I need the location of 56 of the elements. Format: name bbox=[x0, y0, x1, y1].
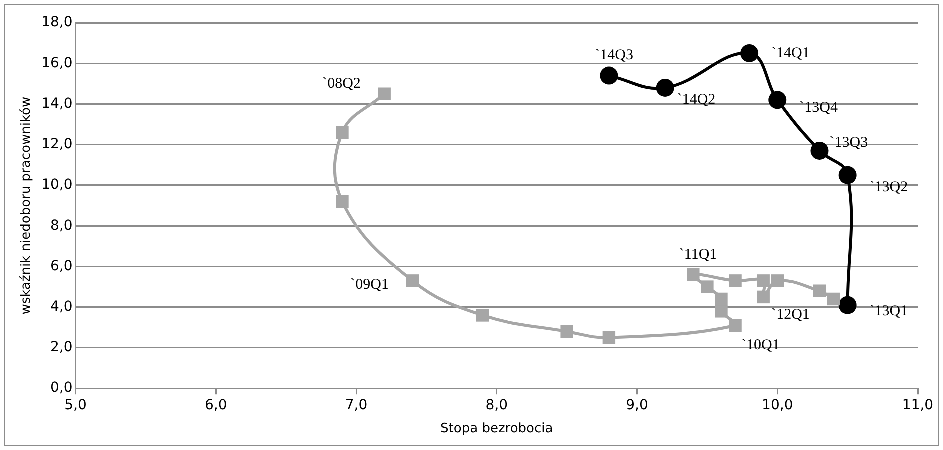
annotation: `12Q1 bbox=[772, 307, 810, 324]
annotation: `09Q1 bbox=[350, 276, 389, 293]
point bbox=[336, 126, 349, 140]
y-tick-label: 8,0 bbox=[50, 218, 73, 234]
point bbox=[560, 325, 574, 338]
annotation: `11Q1 bbox=[679, 246, 718, 263]
point bbox=[715, 305, 728, 318]
point bbox=[715, 292, 728, 306]
point bbox=[813, 284, 826, 298]
y-tick-label: 4,0 bbox=[50, 298, 73, 315]
y-axis-title: wskaźnik niedoboru pracowników bbox=[19, 96, 34, 315]
point bbox=[827, 292, 840, 306]
annotation: `13Q4 bbox=[800, 100, 838, 116]
point bbox=[757, 290, 770, 304]
y-tick-label: 6,0 bbox=[50, 258, 73, 274]
point bbox=[687, 268, 700, 282]
point bbox=[740, 44, 759, 62]
point bbox=[476, 309, 490, 322]
annotation: `13Q2 bbox=[870, 179, 908, 196]
point bbox=[701, 280, 714, 294]
point bbox=[600, 66, 618, 85]
x-tick-label: 11,0 bbox=[902, 398, 934, 414]
annotation: `13Q3 bbox=[830, 134, 868, 151]
point bbox=[838, 166, 857, 184]
point bbox=[768, 91, 787, 110]
point bbox=[406, 274, 420, 288]
point bbox=[729, 319, 742, 332]
annotation: `14Q2 bbox=[677, 92, 716, 108]
x-tick-label: 5,0 bbox=[64, 398, 87, 414]
x-tick-label: 6,0 bbox=[205, 398, 228, 414]
x-tick-label: 8,0 bbox=[486, 398, 508, 414]
annotation: `08Q2 bbox=[322, 76, 361, 92]
annotation: `13Q1 bbox=[870, 303, 908, 320]
point bbox=[378, 88, 391, 100]
annotation: `10Q1 bbox=[742, 338, 780, 354]
point bbox=[757, 274, 770, 288]
point bbox=[336, 195, 349, 208]
y-tick-label: 0,0 bbox=[50, 380, 73, 396]
point bbox=[771, 274, 784, 288]
point bbox=[810, 142, 829, 160]
annotation: `14Q1 bbox=[772, 45, 810, 62]
y-tick-label: 18,0 bbox=[42, 14, 73, 31]
point bbox=[838, 296, 857, 314]
x-tick-label: 10,0 bbox=[762, 398, 794, 414]
x-axis-title: Stopa bezrobocia bbox=[440, 422, 554, 437]
x-tick-label: 7,0 bbox=[345, 398, 368, 414]
x-tick-label: 9,0 bbox=[626, 398, 648, 414]
y-tick-label: 2,0 bbox=[50, 340, 73, 356]
point bbox=[729, 274, 742, 288]
y-tick-label: 10,0 bbox=[42, 177, 73, 194]
y-tick-label: 14,0 bbox=[42, 96, 73, 112]
y-tick-label: 16,0 bbox=[42, 55, 73, 72]
annotation: `14Q3 bbox=[595, 48, 634, 64]
point bbox=[602, 331, 616, 344]
y-tick-label: 12,0 bbox=[42, 136, 73, 153]
point bbox=[656, 78, 674, 97]
